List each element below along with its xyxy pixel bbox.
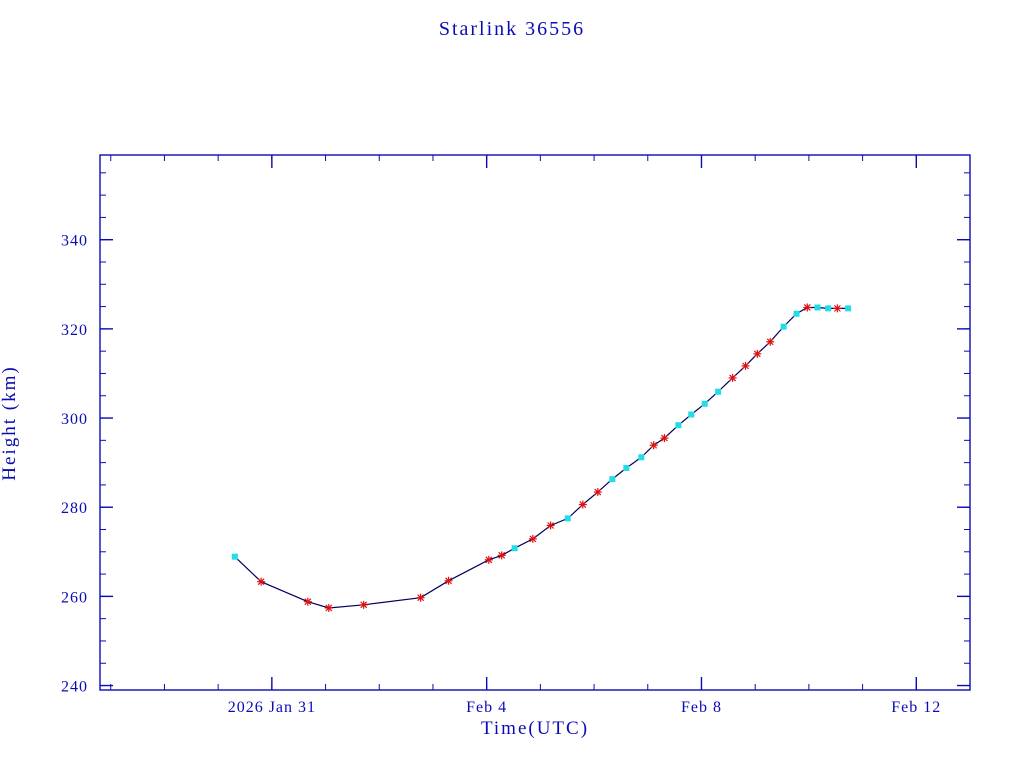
data-marker-square [825, 305, 832, 312]
star-stroke [304, 598, 312, 606]
star-stroke [325, 604, 333, 612]
data-marker-square [715, 388, 722, 395]
data-marker-star [257, 577, 266, 586]
data-marker-star [649, 441, 658, 450]
data-marker-star [546, 521, 555, 530]
y-tick-label: 240 [61, 679, 88, 696]
star-stroke [753, 350, 761, 358]
data-marker-square [780, 323, 787, 330]
data-marker-star [728, 373, 737, 382]
star-stroke [579, 501, 587, 508]
plot-frame [99, 154, 971, 691]
star-stroke [529, 535, 537, 543]
data-marker-square [793, 310, 800, 317]
data-marker-star [416, 593, 425, 602]
data-marker-square [688, 411, 695, 418]
y-tick-label: 300 [61, 411, 88, 428]
star-stroke [650, 441, 658, 449]
data-marker-star [833, 304, 842, 313]
data-marker-square [701, 400, 708, 407]
data-marker-star [359, 600, 368, 609]
star-stroke [485, 556, 493, 564]
star-stroke [360, 601, 368, 609]
y-tick-label: 340 [61, 233, 88, 250]
data-marker-star [593, 488, 602, 497]
data-marker-star [444, 576, 453, 585]
data-marker-square [814, 304, 821, 311]
x-tick-label: 2026 Jan 31 [228, 699, 316, 716]
data-marker-square [675, 422, 682, 429]
star-stroke [257, 578, 265, 586]
y-tick-label: 320 [61, 322, 88, 339]
data-marker-star [660, 434, 669, 443]
data-marker-star [741, 361, 750, 370]
data-marker-square [623, 464, 630, 471]
star-stroke [547, 522, 554, 529]
data-marker-square [845, 305, 852, 312]
y-tick-label: 280 [61, 500, 88, 517]
data-marker-star [766, 337, 775, 346]
data-marker-star [753, 349, 762, 358]
star-stroke [661, 434, 668, 442]
data-marker-star [528, 534, 537, 543]
y-tick-label: 260 [61, 589, 88, 606]
chart-title: Starlink 36556 [438, 18, 586, 40]
star-stroke [498, 551, 506, 559]
data-marker-star [484, 555, 493, 564]
star-stroke [445, 577, 452, 585]
star-stroke [729, 374, 737, 382]
data-marker-square [609, 476, 616, 483]
data-marker-star [578, 500, 587, 509]
data-marker-square [511, 545, 518, 552]
x-tick-label: Feb 12 [891, 699, 941, 716]
star-stroke [803, 304, 811, 311]
data-marker-star [803, 303, 812, 312]
data-marker-square [231, 553, 238, 560]
data-marker-star [324, 603, 333, 612]
star-stroke [594, 488, 602, 496]
star-stroke [417, 594, 425, 602]
star-stroke [833, 304, 841, 312]
data-marker-star [303, 597, 312, 606]
star-stroke [742, 362, 749, 370]
data-marker-square [638, 454, 645, 461]
data-marker-square [564, 515, 571, 522]
x-tick-label: Feb 4 [466, 699, 507, 716]
x-axis-label: Time(UTC) [480, 718, 590, 739]
data-marker-star [497, 551, 506, 560]
star-stroke [766, 338, 774, 346]
x-tick-label: Feb 8 [681, 699, 722, 716]
